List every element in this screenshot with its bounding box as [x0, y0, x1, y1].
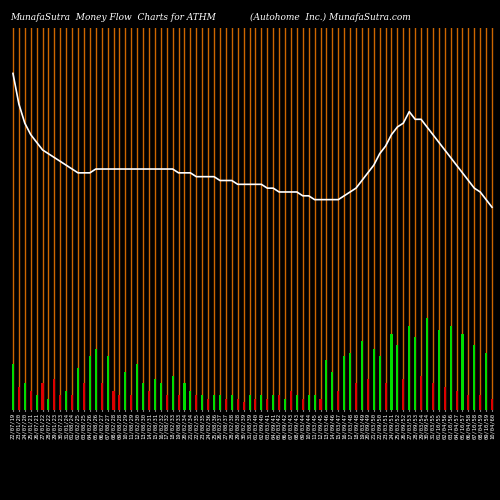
Bar: [450, 326, 452, 410]
Bar: [201, 394, 203, 410]
Bar: [172, 376, 173, 410]
Bar: [65, 391, 67, 410]
Bar: [219, 394, 221, 410]
Bar: [337, 391, 340, 410]
Bar: [94, 349, 97, 410]
Bar: [367, 380, 369, 410]
Bar: [320, 398, 322, 410]
Bar: [89, 356, 91, 410]
Bar: [296, 394, 298, 410]
Bar: [444, 387, 446, 410]
Bar: [426, 318, 428, 410]
Bar: [326, 360, 328, 410]
Bar: [438, 330, 440, 410]
Bar: [479, 394, 481, 410]
Bar: [254, 398, 256, 410]
Bar: [290, 391, 292, 410]
Bar: [278, 394, 280, 410]
Bar: [372, 349, 375, 410]
Bar: [42, 383, 43, 410]
Bar: [414, 338, 416, 410]
Bar: [124, 372, 126, 410]
Bar: [390, 334, 392, 410]
Bar: [231, 394, 233, 410]
Bar: [24, 383, 26, 410]
Bar: [36, 394, 38, 410]
Bar: [260, 394, 262, 410]
Bar: [284, 398, 286, 410]
Bar: [402, 380, 404, 410]
Bar: [166, 394, 168, 410]
Bar: [30, 391, 32, 410]
Bar: [160, 383, 162, 410]
Bar: [154, 380, 156, 410]
Bar: [106, 356, 108, 410]
Bar: [236, 398, 238, 410]
Bar: [130, 394, 132, 410]
Bar: [54, 380, 56, 410]
Bar: [100, 383, 102, 410]
Bar: [225, 398, 227, 410]
Bar: [196, 394, 198, 410]
Bar: [408, 326, 410, 410]
Bar: [83, 383, 85, 410]
Bar: [71, 394, 73, 410]
Bar: [184, 383, 186, 410]
Bar: [207, 398, 209, 410]
Bar: [112, 391, 114, 410]
Bar: [148, 391, 150, 410]
Bar: [355, 383, 357, 410]
Bar: [491, 398, 493, 410]
Text: (Autohome  Inc.) MunafaSutra.com: (Autohome Inc.) MunafaSutra.com: [250, 12, 411, 22]
Bar: [396, 345, 398, 410]
Text: MunafaSutra  Money Flow  Charts for ATHM: MunafaSutra Money Flow Charts for ATHM: [10, 12, 216, 22]
Bar: [12, 364, 14, 410]
Bar: [332, 372, 334, 410]
Bar: [142, 383, 144, 410]
Bar: [190, 391, 192, 410]
Bar: [242, 402, 244, 410]
Bar: [18, 387, 20, 410]
Bar: [178, 394, 180, 410]
Bar: [456, 391, 458, 410]
Bar: [432, 383, 434, 410]
Bar: [213, 394, 215, 410]
Bar: [462, 334, 464, 410]
Bar: [361, 341, 363, 410]
Bar: [420, 376, 422, 410]
Bar: [349, 352, 351, 410]
Bar: [77, 368, 79, 410]
Bar: [474, 345, 476, 410]
Bar: [485, 352, 487, 410]
Bar: [378, 356, 380, 410]
Bar: [384, 383, 386, 410]
Bar: [302, 398, 304, 410]
Bar: [343, 356, 345, 410]
Bar: [468, 394, 469, 410]
Bar: [118, 394, 120, 410]
Bar: [266, 398, 268, 410]
Bar: [136, 364, 138, 410]
Bar: [308, 394, 310, 410]
Bar: [272, 394, 274, 410]
Bar: [48, 398, 50, 410]
Bar: [314, 394, 316, 410]
Bar: [59, 394, 62, 410]
Bar: [248, 394, 250, 410]
